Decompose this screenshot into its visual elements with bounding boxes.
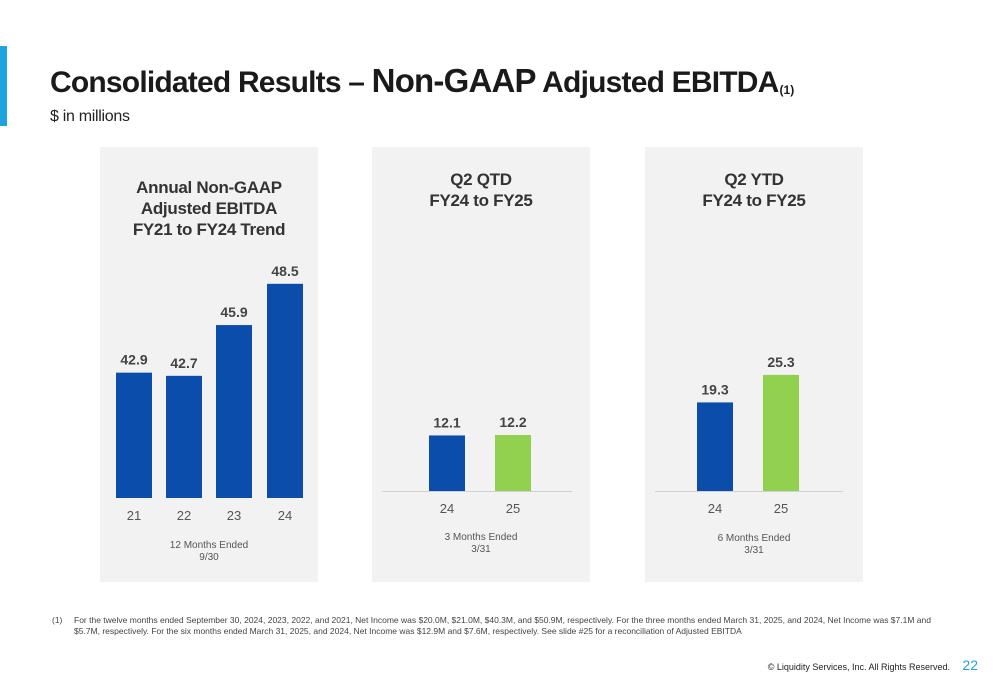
- bar-24: [697, 402, 733, 491]
- annual-bar-chart: 42.9 21 42.7 22 45.9 23 48.5 24: [116, 263, 303, 523]
- data-label: 45.9: [220, 304, 247, 320]
- q2-qtd-panel: Q2 QTD FY24 to FY25 12.1 24 12.2 25 3 Month…: [372, 147, 590, 582]
- bar-25: [495, 435, 531, 491]
- data-label: 12.1: [433, 414, 460, 430]
- data-label: 42.9: [120, 352, 147, 368]
- bar-25: [763, 374, 799, 491]
- ytd-period-note: 6 Months Ended 3/31: [645, 533, 863, 557]
- note-line: 6 Months Ended: [717, 533, 791, 544]
- chart-title-line: FY24 to FY25: [429, 191, 533, 210]
- bar-24: [267, 283, 303, 498]
- footnote: (1) For the twelve months ended Septembe…: [52, 615, 952, 637]
- page-title: Consolidated Results – Non-GAAP Adjusted…: [50, 62, 794, 100]
- bar-22: [166, 375, 202, 498]
- bar-23: [216, 325, 252, 498]
- note-line: 3/31: [744, 545, 764, 556]
- note-line: 3/31: [471, 544, 491, 555]
- accent-bar: [0, 46, 7, 126]
- ytd-bar-chart: 19.3 24 25.3 25: [655, 354, 843, 516]
- x-tick-label: 24: [278, 508, 292, 523]
- footnote-number: (1): [52, 615, 63, 625]
- title-part-3: Adjusted EBITDA: [535, 66, 779, 99]
- footnote-text: For the twelve months ended September 30…: [74, 615, 931, 636]
- q2-ytd-panel: Q2 YTD FY24 to FY25 19.3 24 25.3 25 6 Month…: [645, 147, 863, 582]
- title-part-2: Non-GAAP: [371, 62, 537, 99]
- chart-title-line: FY24 to FY25: [702, 191, 806, 210]
- x-tick-label: 24: [440, 501, 454, 516]
- note-line: 9/30: [199, 552, 219, 563]
- data-label: 42.7: [170, 355, 197, 371]
- chart-title-line: Q2 QTD: [450, 170, 512, 189]
- qtd-period-note: 3 Months Ended 3/31: [372, 532, 590, 556]
- copyright-notice: © Liquidity Services, Inc. All Rights Re…: [767, 662, 950, 672]
- annual-ebitda-panel: Annual Non-GAAP Adjusted EBITDA FY21 to …: [100, 147, 318, 582]
- page-subtitle: $ in millions: [50, 108, 130, 125]
- x-tick-label: 22: [177, 508, 191, 523]
- chart-title-line: Adjusted EBITDA: [140, 199, 278, 218]
- x-tick-label: 23: [227, 508, 241, 523]
- chart-title-line: Annual Non-GAAP: [136, 178, 282, 197]
- page-number: 22: [962, 657, 978, 673]
- x-tick-label: 25: [506, 501, 520, 516]
- x-tick-label: 25: [774, 501, 788, 516]
- data-label: 48.5: [271, 263, 298, 279]
- note-line: 3 Months Ended: [444, 532, 518, 543]
- bar-24: [429, 435, 465, 491]
- x-tick-label: 21: [127, 508, 141, 523]
- qtd-chart-title: Q2 QTD FY24 to FY25: [372, 169, 590, 211]
- annual-chart-title: Annual Non-GAAP Adjusted EBITDA FY21 to …: [100, 177, 318, 240]
- data-label: 12.2: [499, 414, 526, 430]
- title-footnote-marker: (1): [779, 83, 795, 97]
- note-line: 12 Months Ended: [169, 540, 249, 551]
- chart-title-line: FY21 to FY24 Trend: [132, 220, 286, 239]
- annual-period-note: 12 Months Ended 9/30: [100, 540, 318, 564]
- bar-21: [116, 372, 152, 498]
- qtd-bar-chart: 12.1 24 12.2 25: [382, 414, 572, 516]
- title-part-1: Consolidated Results –: [50, 66, 372, 99]
- x-tick-label: 24: [708, 501, 722, 516]
- data-label: 25.3: [767, 354, 794, 370]
- data-label: 19.3: [701, 381, 728, 397]
- chart-title-line: Q2 YTD: [724, 170, 784, 189]
- ytd-chart-title: Q2 YTD FY24 to FY25: [645, 169, 863, 211]
